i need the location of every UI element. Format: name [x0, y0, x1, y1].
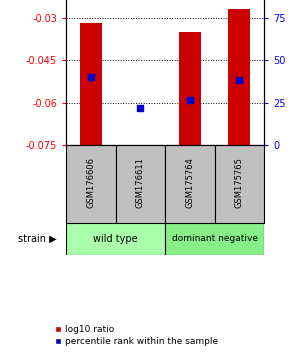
Text: wild type: wild type: [93, 234, 138, 244]
Text: GSM176606: GSM176606: [86, 157, 95, 208]
Bar: [228, 9, 250, 145]
Bar: [66, 145, 116, 223]
Bar: [80, 23, 102, 145]
Point: [237, 77, 242, 83]
Bar: [66, 223, 165, 255]
Point: [187, 97, 192, 103]
Bar: [116, 145, 165, 223]
Bar: [129, 144, 152, 145]
Bar: [214, 145, 264, 223]
Text: dominant negative: dominant negative: [172, 234, 257, 244]
Text: GSM175764: GSM175764: [185, 157, 194, 208]
Point: [88, 74, 93, 80]
Point: [138, 105, 143, 111]
Text: GSM176611: GSM176611: [136, 157, 145, 208]
Bar: [165, 145, 214, 223]
Text: GSM175765: GSM175765: [235, 157, 244, 208]
Legend: log10 ratio, percentile rank within the sample: log10 ratio, percentile rank within the …: [56, 325, 218, 346]
Text: strain ▶: strain ▶: [18, 234, 57, 244]
Bar: [165, 223, 264, 255]
Bar: [178, 32, 201, 145]
